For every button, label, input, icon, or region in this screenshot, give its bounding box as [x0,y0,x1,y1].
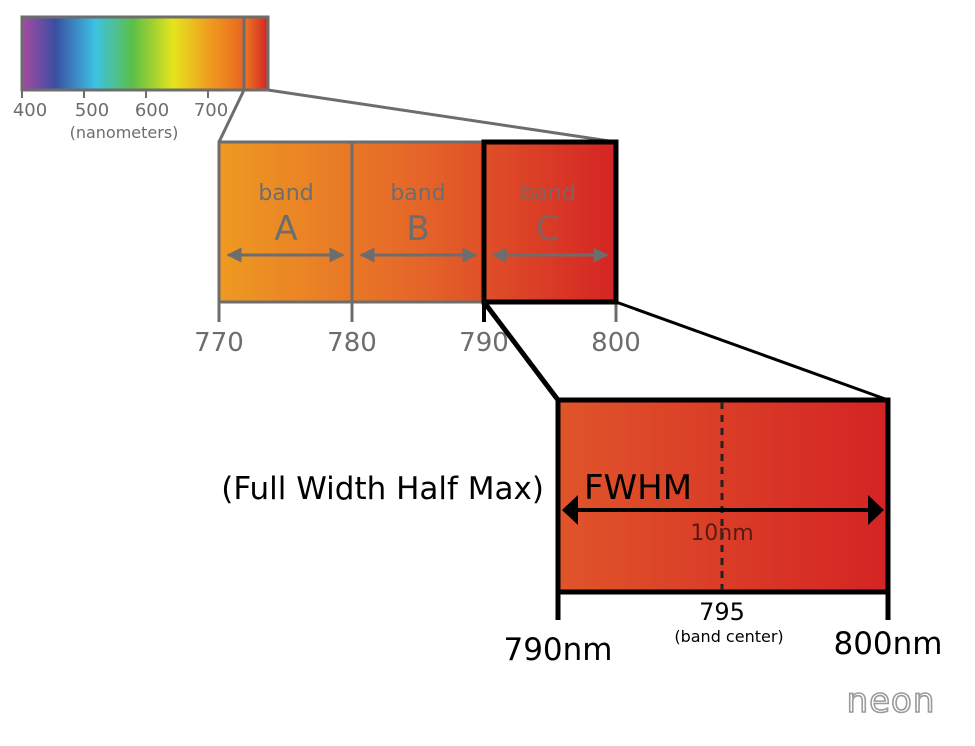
detail-zoom-line-left [482,300,560,402]
band-b-letter: B [406,209,429,249]
spectrum-tick-400: 400 [13,100,47,121]
band-c: band C [491,181,609,263]
band-c-highlight [481,139,619,305]
fwhm-width-label: 10nm [690,521,753,546]
fwhm-label: FWHM [584,468,692,508]
band-strip: band A band B band C 770 780 790 800 [194,139,641,358]
spectrum-unit-label: (nanometers) [70,123,179,142]
detail-right-label: 800nm [833,626,942,662]
band-c-word: band [520,181,575,206]
fwhm-full-name: (Full Width Half Max) [221,471,544,507]
band-a-letter: A [274,209,297,249]
visible-spectrum [22,17,244,90]
band-center-value: 795 [699,598,745,626]
band-c-detail: FWHM 10nm [555,397,891,620]
spectrum-tick-700: 700 [194,100,228,121]
band-center-label: (band center) [674,627,783,646]
band-tick-770: 770 [194,328,244,358]
band-a-word: band [258,181,313,206]
detail-left-label: 790nm [503,632,612,668]
band-tick-800: 800 [591,328,641,358]
infrared-slice [244,17,268,90]
detail-zoom-line-right [615,300,889,402]
spectrum-tick-600: 600 [135,100,169,121]
band-tick-780: 780 [327,328,377,358]
spectrum-tick-500: 500 [75,100,109,121]
band-c-letter: C [536,209,560,249]
zoom-line-right [267,88,617,144]
fwhm-arrow-right-head [868,495,884,525]
band-b-word: band [390,181,445,206]
fwhm-arrow-left-head [562,495,578,525]
band-tick-790: 790 [459,328,509,358]
band-strip-fill [219,142,616,302]
spectrum-bar: 400 500 600 700 (nanometers) [13,15,270,142]
band-a: band A [226,181,345,263]
zoom-line-left [217,89,246,143]
band-b: band B [359,181,478,263]
neon-logo: neon [847,681,936,721]
